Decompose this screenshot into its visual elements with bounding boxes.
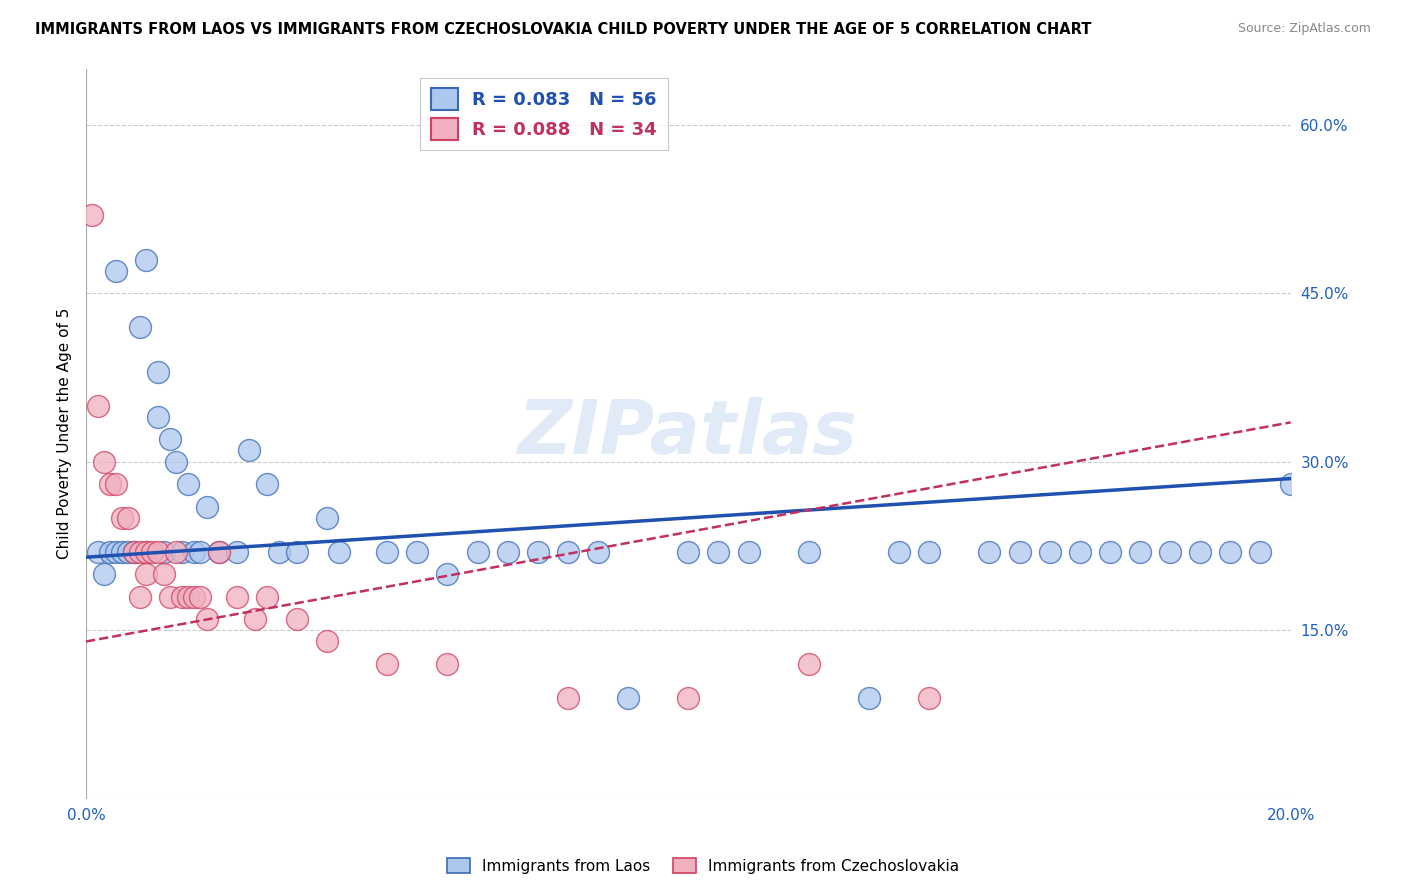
Point <box>406 544 429 558</box>
Point <box>1219 544 1241 558</box>
Point <box>195 612 218 626</box>
Point <box>105 264 128 278</box>
Point <box>243 612 266 626</box>
Point <box>111 544 134 558</box>
Point <box>586 544 609 558</box>
Point <box>238 443 260 458</box>
Point <box>87 399 110 413</box>
Point <box>141 544 163 558</box>
Legend: R = 0.083   N = 56, R = 0.088   N = 34: R = 0.083 N = 56, R = 0.088 N = 34 <box>420 78 668 151</box>
Point <box>135 544 157 558</box>
Point <box>190 590 212 604</box>
Point <box>177 590 200 604</box>
Point <box>135 567 157 582</box>
Text: IMMIGRANTS FROM LAOS VS IMMIGRANTS FROM CZECHOSLOVAKIA CHILD POVERTY UNDER THE A: IMMIGRANTS FROM LAOS VS IMMIGRANTS FROM … <box>35 22 1091 37</box>
Point <box>1159 544 1181 558</box>
Point <box>165 544 187 558</box>
Point <box>129 319 152 334</box>
Point <box>122 544 145 558</box>
Point <box>159 590 181 604</box>
Point <box>153 567 176 582</box>
Point <box>1129 544 1152 558</box>
Point <box>737 544 759 558</box>
Point <box>1039 544 1062 558</box>
Point <box>797 544 820 558</box>
Point <box>256 477 278 491</box>
Point <box>1098 544 1121 558</box>
Point <box>148 365 170 379</box>
Point <box>557 544 579 558</box>
Point <box>797 657 820 671</box>
Point <box>316 511 339 525</box>
Point <box>80 208 103 222</box>
Point <box>678 690 700 705</box>
Point <box>111 511 134 525</box>
Point <box>707 544 730 558</box>
Point <box>183 590 205 604</box>
Point <box>148 409 170 424</box>
Point <box>93 567 115 582</box>
Point <box>105 544 128 558</box>
Point <box>225 544 247 558</box>
Point <box>159 432 181 446</box>
Legend: Immigrants from Laos, Immigrants from Czechoslovakia: Immigrants from Laos, Immigrants from Cz… <box>440 852 966 880</box>
Point <box>375 544 398 558</box>
Point <box>129 544 152 558</box>
Point <box>93 455 115 469</box>
Point <box>285 612 308 626</box>
Point <box>129 590 152 604</box>
Point <box>172 590 194 604</box>
Point <box>328 544 350 558</box>
Text: ZIPatlas: ZIPatlas <box>519 397 858 470</box>
Point <box>887 544 910 558</box>
Point <box>1279 477 1302 491</box>
Point <box>190 544 212 558</box>
Point <box>1008 544 1031 558</box>
Point <box>678 544 700 558</box>
Point <box>148 544 170 558</box>
Point <box>105 477 128 491</box>
Point <box>117 511 139 525</box>
Point <box>617 690 640 705</box>
Point <box>98 544 121 558</box>
Point <box>98 477 121 491</box>
Point <box>285 544 308 558</box>
Point <box>467 544 489 558</box>
Point <box>918 544 941 558</box>
Text: Source: ZipAtlas.com: Source: ZipAtlas.com <box>1237 22 1371 36</box>
Point <box>177 477 200 491</box>
Point <box>1250 544 1272 558</box>
Point <box>256 590 278 604</box>
Point <box>117 544 139 558</box>
Point <box>526 544 548 558</box>
Point <box>858 690 880 705</box>
Point <box>172 544 194 558</box>
Point <box>207 544 229 558</box>
Point <box>225 590 247 604</box>
Point <box>316 634 339 648</box>
Point <box>122 544 145 558</box>
Point <box>165 455 187 469</box>
Y-axis label: Child Poverty Under the Age of 5: Child Poverty Under the Age of 5 <box>58 308 72 559</box>
Point <box>557 690 579 705</box>
Point <box>135 252 157 267</box>
Point <box>267 544 290 558</box>
Point <box>195 500 218 514</box>
Point <box>153 544 176 558</box>
Point <box>135 544 157 558</box>
Point <box>918 690 941 705</box>
Point <box>183 544 205 558</box>
Point <box>436 567 458 582</box>
Point <box>1069 544 1091 558</box>
Point <box>87 544 110 558</box>
Point <box>1189 544 1212 558</box>
Point <box>979 544 1001 558</box>
Point <box>207 544 229 558</box>
Point <box>375 657 398 671</box>
Point <box>496 544 519 558</box>
Point <box>436 657 458 671</box>
